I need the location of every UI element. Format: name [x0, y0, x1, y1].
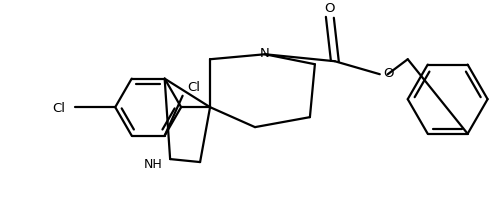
Text: O: O: [324, 2, 335, 15]
Text: O: O: [383, 66, 394, 79]
Text: N: N: [260, 47, 270, 60]
Text: NH: NH: [144, 157, 162, 170]
Text: Cl: Cl: [188, 81, 200, 94]
Text: Cl: Cl: [52, 101, 66, 114]
